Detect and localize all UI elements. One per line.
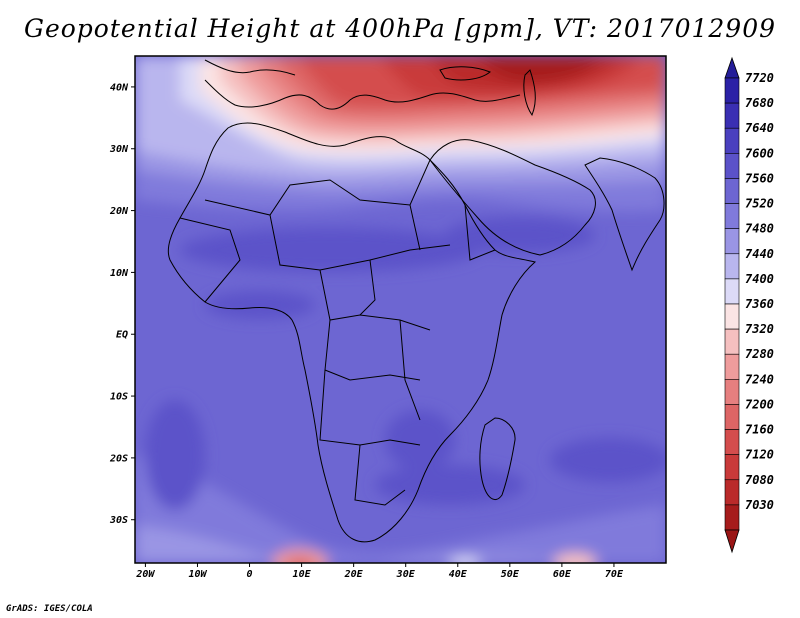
colorbar-swatch [724, 353, 740, 380]
colorbar-label: 7360 [745, 297, 774, 311]
colorbar-swatch [724, 253, 740, 280]
colorbar-swatch [724, 379, 740, 405]
colorbar-label: 7240 [745, 372, 774, 386]
colorbar-label: 7480 [745, 222, 774, 236]
colorbar-swatch [724, 504, 740, 531]
colorbar-label: 7560 [745, 171, 774, 185]
lon-tick-label: 70E [605, 569, 624, 580]
colorbar-label: 7320 [745, 322, 774, 336]
height-field [135, 56, 666, 563]
colorbar-swatch [724, 404, 740, 430]
lon-tick-label: 10E [293, 569, 312, 580]
longitude-ticks: 20W 10W 0 10E 20E 30E 40E 50E 60E 70E [135, 563, 624, 580]
colorbar-swatch [724, 454, 740, 481]
colorbar-label: 7600 [745, 146, 774, 160]
lon-tick-label: 30E [396, 569, 416, 580]
lat-tick-label: 10S [110, 392, 128, 403]
colorbar-label: 7120 [745, 448, 774, 462]
colorbar-swatch [724, 77, 740, 104]
credit-text: GrADS: IGES/COLA [6, 604, 93, 614]
lon-tick-label: 60E [553, 569, 572, 580]
lon-tick-label: 20E [344, 569, 364, 580]
colorbar-label: 7680 [745, 96, 774, 110]
lon-tick-label: 0 [247, 569, 253, 580]
lat-tick-label: 30N [109, 144, 129, 155]
colorbar-label: 7440 [745, 247, 774, 261]
colorbar-swatch [724, 278, 740, 305]
colorbar-label: 7520 [745, 197, 774, 211]
colorbar-swatch [724, 479, 740, 506]
colorbar-bottom-arrow [724, 529, 740, 554]
colorbar-label: 7280 [745, 347, 774, 361]
colorbar-swatch [724, 429, 740, 455]
colorbar-swatch [724, 203, 740, 229]
coastlines [167, 59, 665, 543]
lon-tick-label: 10W [188, 569, 207, 580]
lat-tick-label: 10N [110, 268, 129, 279]
latitude-ticks: 40N 30N 20N 10N EQ 10S 20S 30S [109, 82, 135, 526]
lat-tick-label: 30S [109, 515, 128, 526]
colorbar-swatch [724, 328, 740, 355]
colorbar-label: 7080 [745, 473, 774, 487]
colorbar-label: 7030 [745, 498, 774, 512]
colorbar-label: 7160 [745, 423, 774, 437]
colorbar-swatch [724, 228, 740, 255]
colorbar-label: 7720 [745, 71, 774, 85]
plot-frame [134, 55, 667, 564]
colorbar-swatch [724, 153, 740, 179]
colorbar-swatch [724, 303, 740, 330]
lon-tick-label: 20W [135, 569, 155, 580]
colorbar-top-arrow [724, 56, 740, 79]
colorbar-swatch [724, 178, 740, 204]
lat-tick-label: EQ [116, 330, 128, 341]
colorbar-label: 7640 [745, 121, 774, 135]
colorbar-swatch [724, 102, 740, 129]
lat-tick-label: 20S [109, 453, 128, 464]
colorbar: 7720 7680 7640 7600 7560 7520 7480 7440 7400 7360… [724, 56, 774, 554]
lon-tick-label: 40E [449, 569, 468, 580]
map-title: Geopotential Height at 400hPa [gpm], VT:… [23, 14, 777, 43]
lon-tick-label: 50E [501, 569, 520, 580]
colorbar-label: 7200 [745, 397, 774, 411]
lat-tick-label: 20N [109, 206, 129, 217]
colorbar-swatch [724, 127, 740, 154]
colorbar-label: 7400 [745, 272, 774, 286]
lat-tick-label: 40N [110, 82, 129, 93]
